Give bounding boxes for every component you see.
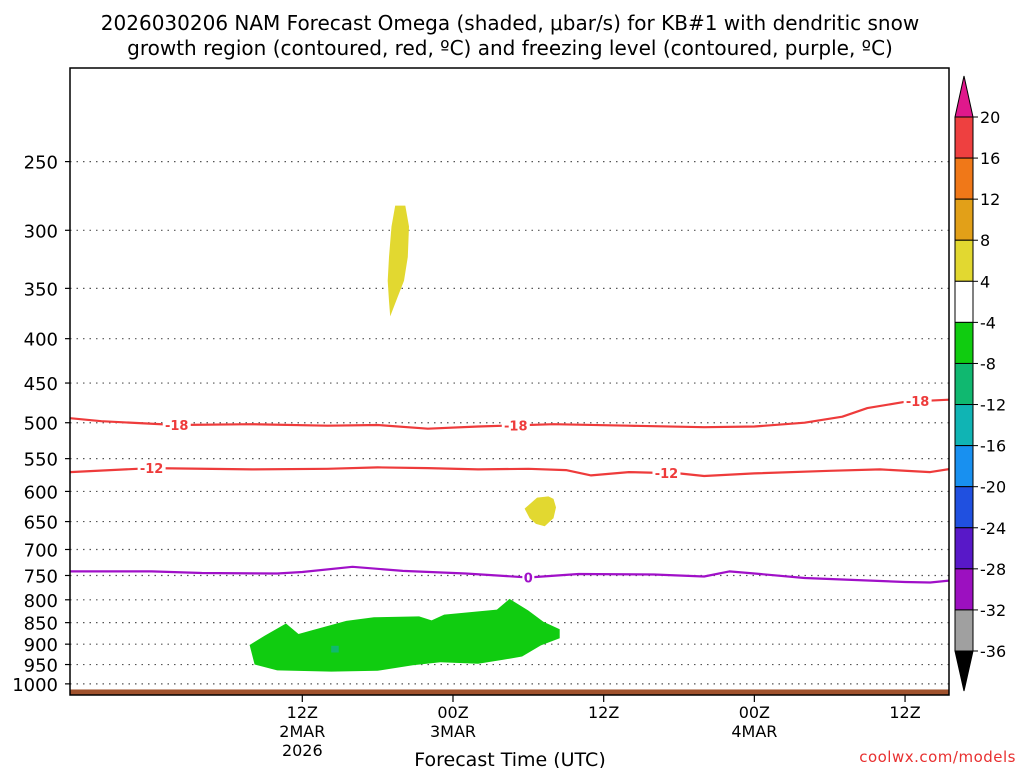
contour-label-bg <box>501 417 530 434</box>
colorbar-bin <box>954 568 974 611</box>
terrain-strip <box>70 689 949 695</box>
contour-label: -12 <box>655 467 679 482</box>
y-tick-label: 550 <box>24 450 58 471</box>
colorbar: 20 16 12 8 4 -4 -8 -12 -16 -20 -24 -28 -32 -36 <box>954 75 1006 692</box>
y-tick-label: 400 <box>24 330 58 351</box>
omega-shade-upper-tick <box>387 205 409 317</box>
colorbar-label: 16 <box>980 149 1000 168</box>
colorbar-label: -4 <box>980 313 996 332</box>
omega-shade-small-patch <box>331 645 339 653</box>
y-tick-label: 250 <box>24 153 58 174</box>
contour-label: -18 <box>906 395 930 410</box>
colorbar-bin <box>954 404 974 447</box>
contour-label: -18 <box>165 419 189 434</box>
colorbar-bin <box>954 157 974 200</box>
colorbar-label: 20 <box>980 108 1000 127</box>
x-tick-label: 4MAR <box>731 722 777 741</box>
y-tick-label: 300 <box>24 221 58 242</box>
colorbar-bin <box>954 321 974 364</box>
colorbar-bin <box>954 116 974 159</box>
colorbar-label: -24 <box>980 519 1006 538</box>
colorbar-label: 12 <box>980 190 1000 209</box>
y-tick-label: 850 <box>24 614 58 635</box>
chart-title-line-2: growth region (contoured, red, ºC) and f… <box>127 36 893 60</box>
colorbar-bin <box>954 239 974 282</box>
contour-line-3 <box>70 565 949 584</box>
y-tick-label: 450 <box>24 374 58 395</box>
chart-shading-layer <box>249 205 560 672</box>
colorbar-label: -28 <box>980 560 1006 579</box>
y-tick-label: 650 <box>24 513 58 534</box>
x-tick-label: 3MAR <box>430 722 476 741</box>
contour-label-bg <box>903 393 932 410</box>
x-tick-label: 2026 <box>282 741 323 760</box>
y-tick-label: 750 <box>24 566 58 587</box>
x-tick-label: 12Z <box>889 703 920 722</box>
omega-shade-mid-blob <box>524 496 556 527</box>
colorbar-bottom-arrow <box>954 650 974 692</box>
y-axis: 2503003504004505005506006507007508008509… <box>12 153 70 696</box>
contour-label: -18 <box>504 419 528 434</box>
colorbar-bin <box>954 609 974 652</box>
colorbar-label: 4 <box>980 272 990 291</box>
chart-terrain-layer <box>70 689 949 695</box>
x-axis-label: Forecast Time (UTC) <box>414 749 605 768</box>
x-tick-label: 00Z <box>739 703 770 722</box>
omega-shade-low-blob <box>249 598 560 672</box>
colorbar-bin <box>954 486 974 529</box>
y-tick-label: 700 <box>24 540 58 561</box>
contour-label-bg <box>162 416 191 433</box>
x-tick-label: 12Z <box>588 703 619 722</box>
y-tick-label: 950 <box>24 656 58 677</box>
x-tick-label: 00Z <box>437 703 468 722</box>
chart-contour-layer: -18 -18 -18 -12 -12 0 <box>70 393 949 586</box>
y-tick-label: 900 <box>24 635 58 656</box>
x-tick-label: 12Z <box>287 703 318 722</box>
contour-label-bg <box>652 465 681 482</box>
colorbar-label: -36 <box>980 642 1006 661</box>
colorbar-bin <box>954 527 974 570</box>
y-tick-label: 600 <box>24 482 58 503</box>
y-tick-label: 800 <box>24 591 58 612</box>
colorbar-bin <box>954 280 974 323</box>
contour-line-2 <box>70 466 949 478</box>
y-tick-label: 1000 <box>12 675 58 696</box>
colorbar-label: -20 <box>980 478 1006 497</box>
colorbar-label: -12 <box>980 396 1006 415</box>
y-tick-label: 350 <box>24 279 58 300</box>
contour-line-1 <box>70 398 949 430</box>
colorbar-label: -32 <box>980 601 1006 620</box>
colorbar-bin <box>954 362 974 406</box>
colorbar-bin <box>954 198 974 241</box>
chart-title-line-1: 2026030206 NAM Forecast Omega (shaded, μ… <box>101 11 919 35</box>
colorbar-label: -16 <box>980 437 1006 456</box>
colorbar-bin <box>954 445 974 488</box>
y-tick-label: 500 <box>24 414 58 435</box>
x-tick-label: 2MAR <box>279 722 325 741</box>
contour-label-bg <box>522 569 535 586</box>
colorbar-label: 8 <box>980 231 990 250</box>
contour-label: 0 <box>524 571 533 586</box>
plot-frame <box>69 67 950 696</box>
credit-link[interactable]: coolwx.com/models <box>859 748 1016 766</box>
contour-label: -12 <box>140 462 164 477</box>
contour-label-bg <box>137 460 166 477</box>
colorbar-label: -8 <box>980 354 996 373</box>
